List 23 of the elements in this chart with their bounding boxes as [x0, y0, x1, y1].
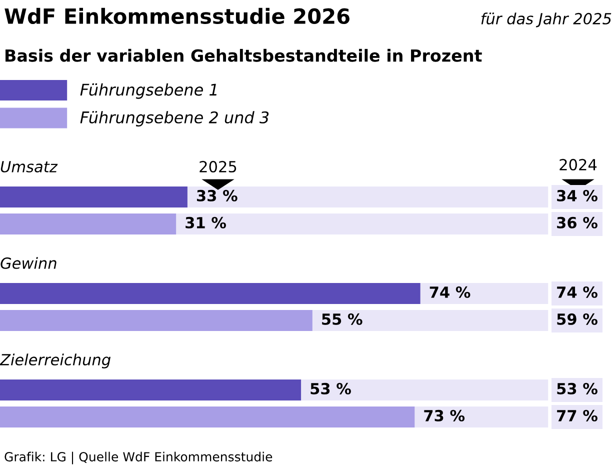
y-tick-label: Umsatz [0, 161, 58, 172]
data-label: 74 % [430, 286, 470, 298]
text: 53 % [557, 382, 598, 394]
legend-label: Führungsebene 1 [80, 83, 216, 99]
text: 74 % [557, 286, 598, 298]
y-tick-label: Zielerreichung [0, 354, 111, 368]
text: 77 % [557, 410, 598, 422]
annotation: 2025 [200, 160, 236, 172]
text: für das Jahr 2025 [481, 12, 612, 28]
y-tick-label: Gewinn [0, 257, 56, 269]
data-label: 73 % [424, 410, 465, 422]
data-label: 33 % [196, 190, 238, 202]
chart-subtitle: Basis der variablen Gehaltsbestandteile in Prozent [6, 48, 482, 62]
text: Grafik: LG | Quelle WdF Einkommensstudie [4, 452, 272, 464]
text: 34 % [557, 190, 598, 202]
text: 36 % [557, 216, 598, 228]
text: 2024 [560, 158, 597, 170]
chart-title: WdF Einkommensstudie 2026 [4, 8, 350, 24]
legend-label: Führungsebene 2 und 3 [80, 111, 269, 127]
data-label: 55 % [322, 313, 362, 325]
data-label: 31 % [186, 216, 226, 228]
text: 59 % [557, 313, 598, 325]
data-label: 53 % [310, 382, 351, 394]
